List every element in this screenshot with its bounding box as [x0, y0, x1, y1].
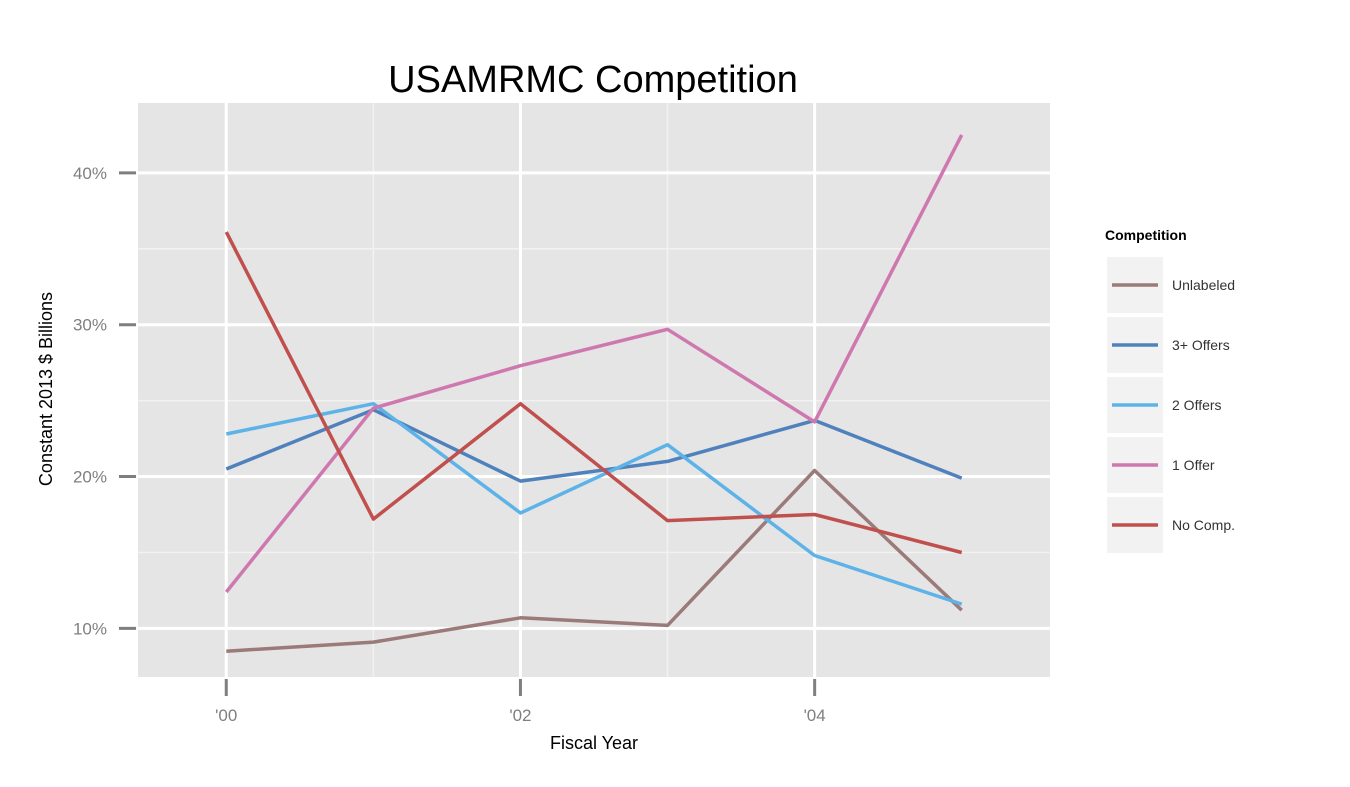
legend-label: 2 Offers — [1172, 397, 1222, 413]
axes: 10% 20% 30% 40% '00 '02 '04 — [73, 164, 826, 725]
legend-item: 2 Offers — [1107, 377, 1222, 433]
plot-panel — [138, 103, 1050, 677]
legend-item: 1 Offer — [1107, 437, 1215, 493]
series-line-2-offers — [225, 401, 963, 606]
series-line-no-comp — [224, 231, 963, 555]
y-axis-title: Constant 2013 $ Billions — [36, 292, 56, 486]
legend-title: Competition — [1105, 227, 1187, 243]
y-tick-label: 20% — [73, 468, 107, 487]
series-line-3-offers — [225, 407, 963, 483]
series-line-1-offer — [224, 134, 964, 594]
legend-label: No Comp. — [1172, 517, 1235, 533]
legend: Competition Unlabeled 3+ Offers 2 Offers 1 … — [1105, 227, 1235, 553]
y-tick-label: 40% — [73, 164, 107, 183]
x-axis-title: Fiscal Year — [550, 733, 638, 753]
y-tick-label: 30% — [73, 316, 107, 335]
series-line-unlabeled — [226, 468, 963, 653]
grid-lines — [138, 103, 1050, 677]
chart-title: USAMRMC Competition — [388, 59, 798, 101]
x-tick-label: '04 — [804, 706, 826, 725]
y-tick-label: 10% — [73, 619, 107, 638]
x-tick-label: '00 — [215, 706, 237, 725]
legend-label: 3+ Offers — [1172, 337, 1230, 353]
legend-item: 3+ Offers — [1107, 317, 1230, 373]
legend-item: No Comp. — [1107, 497, 1235, 553]
legend-label: Unlabeled — [1172, 277, 1235, 293]
x-tick-label: '02 — [509, 706, 531, 725]
legend-label: 1 Offer — [1172, 457, 1215, 473]
series-lines — [224, 134, 964, 653]
legend-item: Unlabeled — [1107, 257, 1235, 313]
